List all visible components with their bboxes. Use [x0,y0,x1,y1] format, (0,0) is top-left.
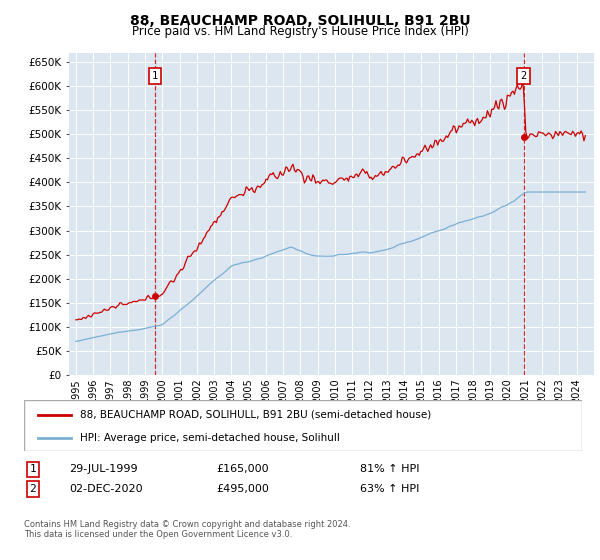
Text: £165,000: £165,000 [216,464,269,474]
Text: 88, BEAUCHAMP ROAD, SOLIHULL, B91 2BU: 88, BEAUCHAMP ROAD, SOLIHULL, B91 2BU [130,14,470,28]
Text: 02-DEC-2020: 02-DEC-2020 [69,484,143,494]
Text: 29-JUL-1999: 29-JUL-1999 [69,464,137,474]
Text: 1: 1 [152,71,158,81]
Text: 63% ↑ HPI: 63% ↑ HPI [360,484,419,494]
Text: 2: 2 [520,71,527,81]
Text: £495,000: £495,000 [216,484,269,494]
Text: Price paid vs. HM Land Registry's House Price Index (HPI): Price paid vs. HM Land Registry's House … [131,25,469,38]
Text: Contains HM Land Registry data © Crown copyright and database right 2024.
This d: Contains HM Land Registry data © Crown c… [24,520,350,539]
Text: 2: 2 [29,484,37,494]
Text: 1: 1 [29,464,37,474]
Text: 88, BEAUCHAMP ROAD, SOLIHULL, B91 2BU (semi-detached house): 88, BEAUCHAMP ROAD, SOLIHULL, B91 2BU (s… [80,409,431,419]
Text: 81% ↑ HPI: 81% ↑ HPI [360,464,419,474]
Text: HPI: Average price, semi-detached house, Solihull: HPI: Average price, semi-detached house,… [80,433,340,443]
